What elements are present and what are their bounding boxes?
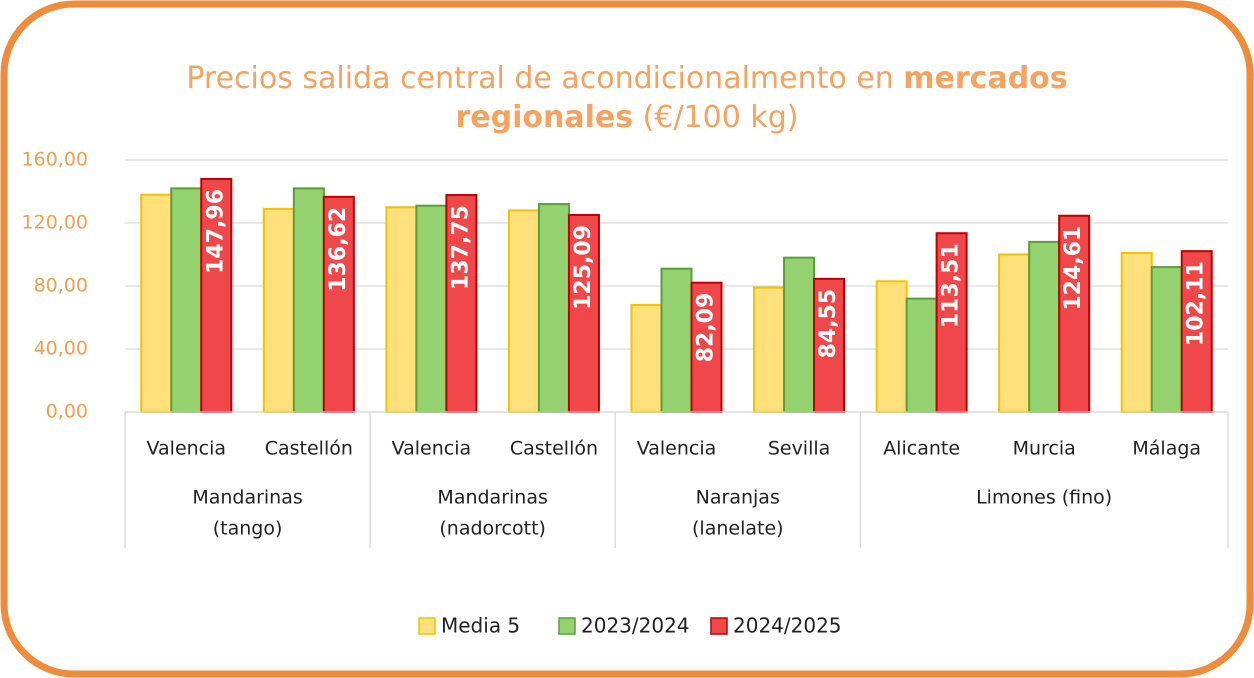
bar xyxy=(292,187,325,413)
bar xyxy=(385,206,418,413)
group-label: (nadorcott) xyxy=(439,518,546,540)
title-part: Precios salida central de acondicionalme… xyxy=(186,61,903,96)
bar xyxy=(567,213,600,413)
legend-swatch xyxy=(710,617,728,635)
chart-title: regionales (€/100 kg) xyxy=(456,100,799,135)
bar xyxy=(170,187,203,413)
x-tick-label: Málaga xyxy=(1132,438,1201,460)
x-tick-label: Castellón xyxy=(265,438,353,460)
value-label: 125,09 xyxy=(571,225,596,310)
value-label: 124,61 xyxy=(1061,226,1086,311)
y-tick-label: 160,00 xyxy=(22,149,88,171)
bar xyxy=(537,203,570,413)
bar xyxy=(507,209,540,413)
bar xyxy=(813,277,846,413)
value-label: 84,55 xyxy=(816,289,841,359)
value-label: 82,09 xyxy=(694,293,719,363)
title-part: (€/100 kg) xyxy=(633,100,798,135)
x-tick-label: Valencia xyxy=(637,438,717,460)
group-label: (lanelate) xyxy=(692,518,784,540)
bar xyxy=(200,177,233,413)
chart-title: Precios salida central de acondicionalme… xyxy=(186,61,1067,96)
group-label: Limones (fino) xyxy=(976,487,1112,509)
bar xyxy=(998,253,1031,413)
y-tick-label: 120,00 xyxy=(22,212,88,234)
value-label: 136,62 xyxy=(326,207,351,292)
bar xyxy=(905,297,938,414)
legend-swatch xyxy=(418,617,436,635)
x-tick-label: Murcia xyxy=(1013,438,1076,460)
bar xyxy=(1180,250,1213,413)
bar xyxy=(140,193,173,413)
bar xyxy=(875,280,908,413)
legend-label: Media 5 xyxy=(441,614,520,638)
group-label: Mandarinas xyxy=(437,487,547,509)
y-tick-label: 40,00 xyxy=(34,338,88,360)
bar xyxy=(690,281,723,413)
title-part: regionales xyxy=(456,100,634,135)
legend-label: 2023/2024 xyxy=(581,614,690,638)
x-tick-label: Valencia xyxy=(392,438,472,460)
bar xyxy=(935,232,968,413)
bar xyxy=(753,286,786,414)
x-tick-label: Alicante xyxy=(883,438,960,460)
bar xyxy=(262,207,295,413)
y-tick-label: 80,00 xyxy=(34,275,88,297)
group-label: Naranjas xyxy=(696,487,780,509)
title-part: mercados xyxy=(903,61,1067,96)
bar xyxy=(783,256,816,413)
legend-label: 2024/2025 xyxy=(733,614,842,638)
x-tick-label: Sevilla xyxy=(768,438,830,460)
value-label: 147,96 xyxy=(203,189,228,274)
legend-swatch xyxy=(558,617,576,635)
bar xyxy=(660,267,693,413)
value-label: 102,11 xyxy=(1184,261,1209,346)
group-label: Mandarinas xyxy=(192,487,302,509)
value-label: 137,75 xyxy=(448,205,473,290)
x-tick-label: Castellón xyxy=(510,438,598,460)
bar xyxy=(415,204,448,413)
value-label: 113,51 xyxy=(939,243,964,328)
bar xyxy=(1150,266,1183,413)
bar xyxy=(630,303,663,413)
y-tick-label: 0,00 xyxy=(46,401,88,423)
bar xyxy=(1028,240,1061,413)
x-tick-label: Valencia xyxy=(147,438,227,460)
group-label: (tango) xyxy=(213,518,283,540)
bar xyxy=(1120,251,1153,413)
